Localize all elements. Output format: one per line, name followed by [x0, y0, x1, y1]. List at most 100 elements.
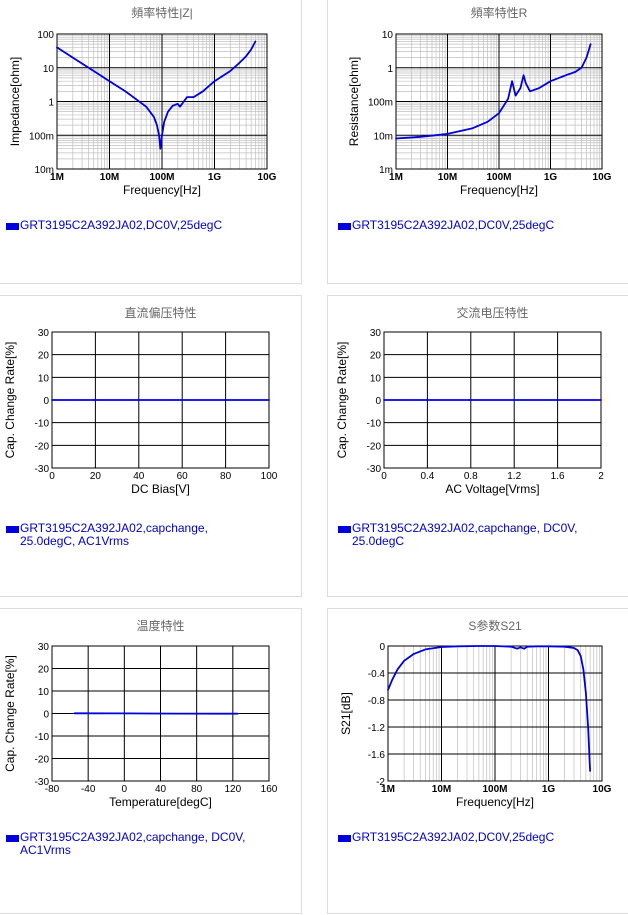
- x-tick-label: 1G: [544, 172, 558, 183]
- legend-swatch: [338, 526, 351, 533]
- legend: GRT3195C2A392JA02,capchange, DC0V, AC1Vr…: [6, 831, 246, 857]
- y-axis-label: Resistance[ohm]: [347, 57, 361, 146]
- x-tick-label: 0.8: [464, 471, 478, 482]
- x-tick-label: 0: [381, 471, 387, 482]
- y-tick-label: -1.6: [368, 750, 386, 761]
- y-tick-label: 10: [382, 30, 394, 41]
- x-tick-label: 160: [261, 784, 278, 795]
- x-tick-label: 100M: [486, 172, 511, 183]
- x-tick-label: 40: [155, 784, 167, 795]
- y-tick-label: -10: [367, 419, 382, 430]
- y-tick-label: -20: [35, 755, 50, 766]
- chart-title: 頻率特性|Z|: [131, 5, 193, 20]
- y-tick-label: 1m: [379, 165, 393, 176]
- x-axis-label: DC Bias[V]: [131, 482, 190, 496]
- y-tick-label: 10: [38, 373, 50, 384]
- x-tick-label: 80: [191, 784, 203, 795]
- x-tick-label: 10G: [593, 784, 612, 795]
- x-tick-label: 2: [598, 471, 604, 482]
- x-tick-label: 0: [122, 784, 128, 795]
- y-tick-label: -2: [376, 777, 385, 788]
- y-tick-label: 0: [375, 396, 381, 407]
- y-tick-label: -0.8: [368, 696, 386, 707]
- x-tick-label: 10G: [593, 172, 612, 183]
- legend-swatch: [6, 223, 19, 230]
- x-tick-label: 0.4: [420, 471, 434, 482]
- x-tick-label: 100: [261, 471, 278, 482]
- x-tick-label: 10M: [100, 172, 119, 183]
- x-tick-label: 1.2: [507, 471, 521, 482]
- y-tick-label: 30: [38, 642, 50, 653]
- y-tick-label: 0: [43, 710, 49, 721]
- y-tick-label: 10: [370, 373, 382, 384]
- legend-label: GRT3195C2A392JA02,DC0V,25degC: [20, 219, 222, 232]
- chart-title: 頻率特性R: [471, 5, 528, 20]
- legend-swatch: [338, 223, 351, 230]
- y-tick-label: 100: [37, 30, 54, 41]
- x-tick-label: -40: [81, 784, 96, 795]
- legend: GRT3195C2A392JA02,DC0V,25degC: [338, 831, 554, 844]
- y-tick-label: 20: [38, 665, 50, 676]
- legend-swatch: [338, 835, 351, 842]
- x-tick-label: 10G: [258, 172, 277, 183]
- y-axis-label: Cap. Change Rate[%]: [3, 342, 17, 459]
- chart-title: S参数S21: [468, 618, 522, 633]
- chart-title: 交流电压特性: [456, 305, 528, 320]
- y-tick-label: 100m: [29, 131, 54, 142]
- y-tick-label: 1: [387, 64, 393, 75]
- chart-title: 温度特性: [136, 618, 184, 633]
- y-axis-label: Cap. Change Rate[%]: [3, 655, 17, 772]
- x-axis-label: Temperature[degC]: [109, 795, 212, 809]
- y-axis-label: Impedance[ohm]: [8, 57, 22, 146]
- x-tick-label: 1.6: [551, 471, 565, 482]
- y-tick-label: 10: [38, 687, 50, 698]
- y-tick-label: 20: [38, 351, 50, 362]
- legend-swatch: [6, 835, 19, 842]
- legend-swatch: [6, 526, 19, 533]
- y-tick-label: -10: [35, 419, 50, 430]
- x-tick-label: 0: [49, 471, 55, 482]
- y-tick-label: 100m: [368, 98, 393, 109]
- legend-label: GRT3195C2A392JA02,DC0V,25degC: [352, 219, 554, 232]
- chart-title: 直流偏压特性: [124, 305, 196, 320]
- y-tick-label: -20: [35, 441, 50, 452]
- legend-label: GRT3195C2A392JA02,DC0V,25degC: [352, 831, 554, 844]
- x-tick-label: 120: [224, 784, 241, 795]
- y-tick-label: -10: [35, 732, 50, 743]
- legend-label: GRT3195C2A392JA02,capchange, DC0V, 25.0d…: [352, 522, 578, 548]
- y-tick-label: 10m: [374, 131, 393, 142]
- y-tick-label: -30: [35, 777, 50, 788]
- x-axis-label: Frequency[Hz]: [460, 183, 538, 197]
- x-axis-label: Frequency[Hz]: [456, 795, 534, 809]
- y-tick-label: 20: [370, 351, 382, 362]
- legend: GRT3195C2A392JA02,DC0V,25degC: [6, 219, 222, 232]
- y-tick-label: -0.4: [368, 669, 386, 680]
- y-tick-label: -1.2: [368, 723, 386, 734]
- legend: GRT3195C2A392JA02,DC0V,25degC: [338, 219, 554, 232]
- legend-label: GRT3195C2A392JA02,capchange, DC0V, AC1Vr…: [20, 831, 246, 857]
- y-tick-label: 10m: [35, 165, 54, 176]
- x-tick-label: 1G: [542, 784, 556, 795]
- y-tick-label: -30: [35, 464, 50, 475]
- y-tick-label: -30: [367, 464, 382, 475]
- y-tick-label: 0: [379, 642, 385, 653]
- y-tick-label: -20: [367, 441, 382, 452]
- x-tick-label: 40: [133, 471, 145, 482]
- legend-label: GRT3195C2A392JA02,capchange, 25.0degC, A…: [20, 522, 208, 548]
- x-axis-label: Frequency[Hz]: [123, 183, 201, 197]
- x-tick-label: 10M: [432, 784, 451, 795]
- y-tick-label: 0: [43, 396, 49, 407]
- x-tick-label: 100M: [482, 784, 507, 795]
- legend: GRT3195C2A392JA02,capchange, 25.0degC, A…: [6, 522, 208, 548]
